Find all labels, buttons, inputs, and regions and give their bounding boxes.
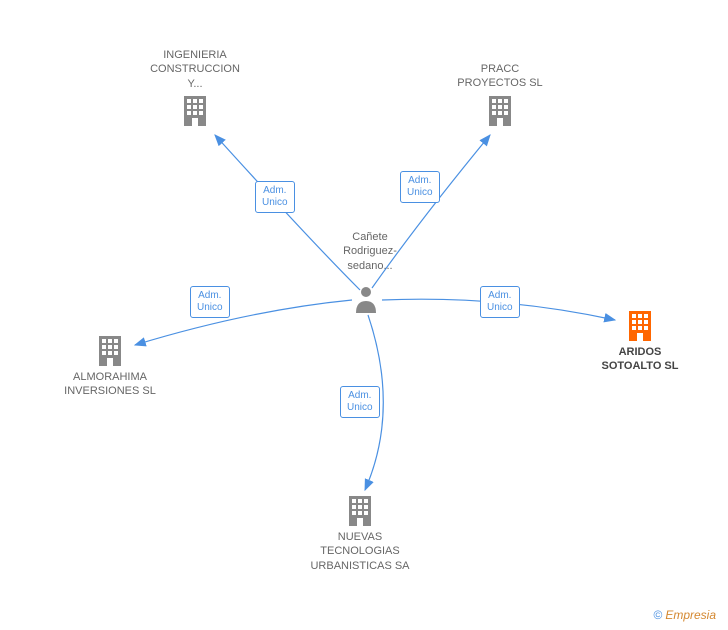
edge-label: Adm. Unico [480,286,520,318]
building-icon [346,494,374,526]
edge-line [135,300,352,345]
node-label: INGENIERIA CONSTRUCCION Y... [135,48,255,91]
edge-label: Adm. Unico [255,181,295,213]
brand-name: Empresia [665,608,716,622]
copyright-symbol: © [653,608,662,622]
building-icon [181,94,209,126]
node-label: ARIDOS SOTOALTO SL [580,345,700,374]
node-label: PRACC PROYECTOS SL [440,62,560,91]
building-icon [96,334,124,366]
footer-credit: ©Empresia [653,608,716,622]
building-icon [626,309,654,341]
person-icon [354,285,378,313]
building-icon [486,94,514,126]
node-label: ALMORAHIMA INVERSIONES SL [50,370,170,399]
edge-label: Adm. Unico [340,386,380,418]
center-node-label: Cañete Rodriguez- sedano... [335,230,405,273]
edge-label: Adm. Unico [190,286,230,318]
edge-label: Adm. Unico [400,171,440,203]
node-label: NUEVAS TECNOLOGIAS URBANISTICAS SA [300,530,420,573]
